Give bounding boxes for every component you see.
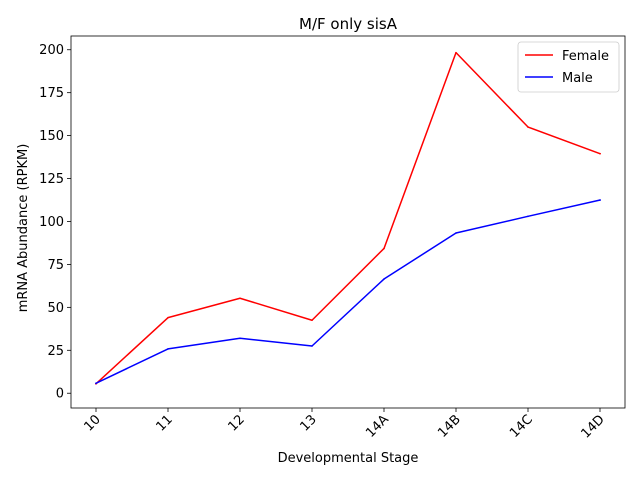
y-tick-label: 125 [39, 172, 64, 187]
data-point-female-14d [599, 152, 601, 155]
x-tick-label: 14D [578, 412, 607, 441]
data-point-female-14b [455, 51, 457, 54]
series-line-male [95, 199, 601, 385]
x-tick-label: 14B [435, 412, 464, 441]
data-point-female-12 [239, 297, 241, 300]
data-point-male-12 [239, 337, 241, 340]
data-point-male-14d [599, 199, 601, 201]
data-point-male-13 [311, 345, 313, 347]
x-tick-label: 14A [363, 412, 392, 441]
data-point-male-10 [95, 382, 97, 385]
data-point-female-13 [311, 319, 313, 322]
data-point-male-14b [455, 232, 457, 234]
y-axis-label: mRNA Abundance (RPKM) [16, 144, 31, 313]
plot-area: 0 25 50 75 100 125 150 175 200 10 11 12 13 14A 14B 14C 1… [39, 35, 626, 442]
y-tick-label: 0 [56, 387, 64, 402]
x-tick-label: 14C [507, 412, 536, 441]
axes-frame [70, 35, 626, 409]
x-tick-label: 12 [226, 412, 248, 434]
data-point-male-14c [527, 215, 529, 218]
data-point-female-14c [527, 126, 529, 128]
legend-label-male: Male [562, 71, 593, 86]
y-tick-label: 175 [39, 86, 64, 101]
data-point-male-14a [383, 278, 385, 280]
data-point-male-11 [167, 348, 169, 350]
y-tick-label: 75 [47, 258, 64, 273]
legend: Female Male [517, 41, 620, 93]
y-tick-label: 150 [39, 129, 64, 144]
series-line-female [94, 51, 601, 385]
y-tick-label: 25 [47, 344, 64, 359]
y-tick-label: 200 [39, 43, 64, 58]
x-axis-label: Developmental Stage [278, 451, 419, 466]
x-tick-label: 13 [298, 412, 320, 434]
data-point-female-11 [167, 316, 169, 319]
x-tick-label: 10 [82, 412, 104, 434]
data-point-female-14a [383, 247, 385, 250]
y-tick-label: 100 [39, 215, 64, 230]
y-tick-label: 50 [47, 301, 64, 316]
x-tick-label: 11 [154, 412, 176, 434]
chart-title: M/F only sisA [299, 15, 398, 33]
legend-label-female: Female [562, 49, 609, 64]
